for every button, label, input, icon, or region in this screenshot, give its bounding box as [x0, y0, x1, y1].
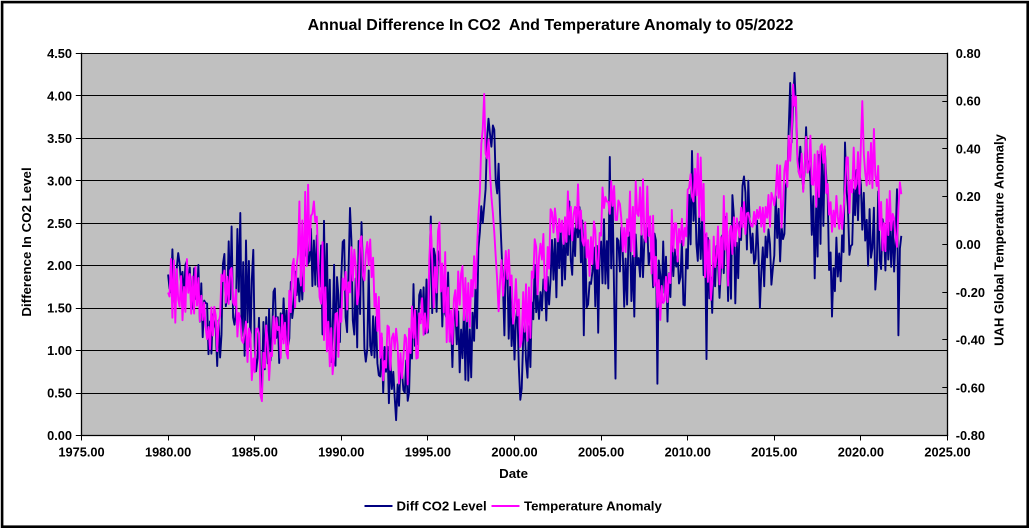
svg-text:Date: Date [499, 466, 528, 481]
svg-text:1995.00: 1995.00 [405, 445, 451, 460]
svg-text:0.50: 0.50 [47, 386, 72, 401]
svg-text:0.00: 0.00 [47, 428, 72, 443]
svg-text:Annual Difference In CO2 And: Annual Difference In CO2 And Temperature… [308, 17, 794, 34]
svg-text:3.50: 3.50 [47, 131, 72, 146]
svg-text:1990.00: 1990.00 [318, 445, 364, 460]
svg-text:0.60: 0.60 [956, 94, 981, 109]
svg-text:2005.00: 2005.00 [578, 445, 624, 460]
svg-text:UAH Global Temperature Anomaly: UAH Global Temperature Anomaly [992, 133, 1007, 345]
svg-text:1985.00: 1985.00 [232, 445, 278, 460]
svg-text:1.00: 1.00 [47, 343, 72, 358]
svg-text:Difference In CO2 Level: Difference In CO2 Level [19, 167, 34, 316]
svg-text:2000.00: 2000.00 [491, 445, 537, 460]
svg-text:Diff CO2 Level: Diff CO2 Level [397, 499, 487, 514]
svg-text:4.00: 4.00 [47, 88, 72, 103]
svg-text:2015.00: 2015.00 [751, 445, 797, 460]
svg-text:3.00: 3.00 [47, 173, 72, 188]
svg-text:1975.00: 1975.00 [58, 445, 104, 460]
svg-text:2010.00: 2010.00 [665, 445, 711, 460]
svg-text:2020.00: 2020.00 [838, 445, 884, 460]
svg-text:-0.40: -0.40 [956, 333, 985, 348]
svg-text:0.20: 0.20 [956, 189, 981, 204]
svg-text:0.80: 0.80 [956, 46, 981, 61]
svg-text:4.50: 4.50 [47, 46, 72, 61]
svg-text:0.00: 0.00 [956, 237, 981, 252]
svg-text:1980.00: 1980.00 [145, 445, 191, 460]
svg-text:-0.80: -0.80 [956, 428, 985, 443]
svg-text:1.50: 1.50 [47, 301, 72, 316]
svg-text:2.50: 2.50 [47, 216, 72, 231]
svg-text:-0.60: -0.60 [956, 380, 985, 395]
svg-text:Temperature Anomaly: Temperature Anomaly [524, 499, 662, 514]
svg-text:0.40: 0.40 [956, 141, 981, 156]
svg-text:2025.00: 2025.00 [924, 445, 970, 460]
svg-text:-0.20: -0.20 [956, 285, 985, 300]
svg-text:2.00: 2.00 [47, 258, 72, 273]
